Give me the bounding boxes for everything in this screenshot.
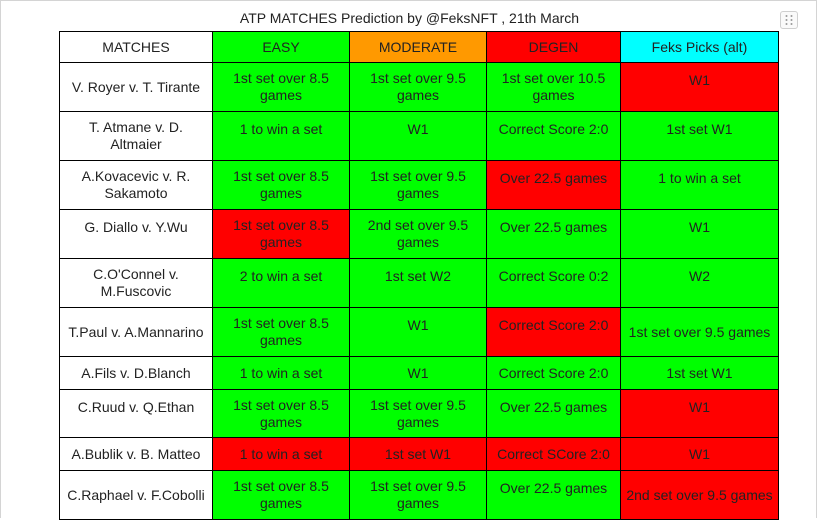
easy-cell[interactable]: 1st set over 8.5 games	[212, 389, 350, 438]
easy-cell[interactable]: 1 to win a set	[212, 437, 350, 471]
moderate-cell[interactable]: 1st set W1	[349, 437, 487, 471]
feks-pick-cell[interactable]: W1	[620, 389, 779, 438]
moderate-cell[interactable]: W1	[349, 307, 487, 357]
match-cell[interactable]: A.Fils v. D.Blanch	[59, 356, 213, 390]
moderate-cell[interactable]: 1st set over 9.5 games	[349, 389, 487, 438]
match-cell[interactable]: G. Diallo v. Y.Wu	[59, 209, 213, 259]
moderate-cell[interactable]: W1	[349, 356, 487, 390]
degen-cell[interactable]: Correct Score 2:0	[486, 356, 621, 390]
degen-cell[interactable]: Over 22.5 games	[486, 160, 621, 210]
header-feks-picks[interactable]: Feks Picks (alt)	[620, 31, 779, 63]
feks-pick-cell[interactable]: W2	[620, 258, 779, 308]
moderate-cell[interactable]: 1st set over 9.5 games	[349, 62, 487, 112]
table-row: C.Ruud v. Q.Ethan 1st set over 8.5 games…	[59, 389, 779, 438]
table-row: A.Fils v. D.Blanch 1 to win a set W1 Cor…	[59, 356, 779, 390]
predictions-table: MATCHES EASY MODERATE DEGEN Feks Picks (…	[59, 31, 779, 520]
header-moderate[interactable]: MODERATE	[349, 31, 487, 63]
degen-cell[interactable]: Over 22.5 games	[486, 209, 621, 259]
table-row: A.Kovacevic v. R. Sakamoto 1st set over …	[59, 160, 779, 210]
easy-cell[interactable]: 1st set over 8.5 games	[212, 470, 350, 520]
table-row: T. Atmane v. D. Altmaier 1 to win a set …	[59, 111, 779, 161]
feks-pick-cell[interactable]: W1	[620, 437, 779, 471]
table-row: C.Raphael v. F.Cobolli 1st set over 8.5 …	[59, 470, 779, 520]
moderate-cell[interactable]: W1	[349, 111, 487, 161]
moderate-cell[interactable]: 1st set W2	[349, 258, 487, 308]
table-row: G. Diallo v. Y.Wu 1st set over 8.5 games…	[59, 209, 779, 259]
degen-cell[interactable]: Over 22.5 games	[486, 470, 621, 520]
feks-pick-cell[interactable]: 1st set W1	[620, 111, 779, 161]
header-degen[interactable]: DEGEN	[486, 31, 621, 63]
drag-handle-icon[interactable]	[780, 11, 798, 29]
match-cell[interactable]: T. Atmane v. D. Altmaier	[59, 111, 213, 161]
match-cell[interactable]: A.Bublik v. B. Matteo	[59, 437, 213, 471]
header-matches[interactable]: MATCHES	[59, 31, 213, 63]
feks-pick-cell[interactable]: 1 to win a set	[620, 160, 779, 210]
easy-cell[interactable]: 1st set over 8.5 games	[212, 307, 350, 357]
degen-cell[interactable]: Correct Score 2:0	[486, 307, 621, 357]
degen-cell[interactable]: 1st set over 10.5 games	[486, 62, 621, 112]
moderate-cell[interactable]: 1st set over 9.5 games	[349, 160, 487, 210]
table-row: V. Royer v. T. Tirante 1st set over 8.5 …	[59, 62, 779, 112]
degen-cell[interactable]: Correct Score 0:2	[486, 258, 621, 308]
easy-cell[interactable]: 2 to win a set	[212, 258, 350, 308]
match-cell[interactable]: C.Ruud v. Q.Ethan	[59, 389, 213, 438]
easy-cell[interactable]: 1st set over 8.5 games	[212, 62, 350, 112]
easy-cell[interactable]: 1st set over 8.5 games	[212, 160, 350, 210]
match-cell[interactable]: C.O'Connel v. M.Fuscovic	[59, 258, 213, 308]
feks-pick-cell[interactable]: W1	[620, 209, 779, 259]
table-row: C.O'Connel v. M.Fuscovic 2 to win a set …	[59, 258, 779, 308]
degen-cell[interactable]: Over 22.5 games	[486, 389, 621, 438]
table-row: A.Bublik v. B. Matteo 1 to win a set 1st…	[59, 437, 779, 471]
easy-cell[interactable]: 1 to win a set	[212, 111, 350, 161]
degen-cell[interactable]: Correct Score 2:0	[486, 111, 621, 161]
easy-cell[interactable]: 1st set over 8.5 games	[212, 209, 350, 259]
header-row: MATCHES EASY MODERATE DEGEN Feks Picks (…	[59, 31, 779, 63]
feks-pick-cell[interactable]: 1st set W1	[620, 356, 779, 390]
header-easy[interactable]: EASY	[212, 31, 350, 63]
feks-pick-cell[interactable]: 1st set over 9.5 games	[620, 307, 779, 357]
moderate-cell[interactable]: 2nd set over 9.5 games	[349, 209, 487, 259]
page-title: ATP MATCHES Prediction by @FeksNFT , 21t…	[239, 10, 580, 26]
match-cell[interactable]: C.Raphael v. F.Cobolli	[59, 470, 213, 520]
degen-cell[interactable]: Correct SCore 2:0	[486, 437, 621, 471]
match-cell[interactable]: A.Kovacevic v. R. Sakamoto	[59, 160, 213, 210]
easy-cell[interactable]: 1 to win a set	[212, 356, 350, 390]
table-row: T.Paul v. A.Mannarino 1st set over 8.5 g…	[59, 307, 779, 357]
match-cell[interactable]: T.Paul v. A.Mannarino	[59, 307, 213, 357]
feks-pick-cell[interactable]: 2nd set over 9.5 games	[620, 470, 779, 520]
match-cell[interactable]: V. Royer v. T. Tirante	[59, 62, 213, 112]
feks-pick-cell[interactable]: W1	[620, 62, 779, 112]
moderate-cell[interactable]: 1st set over 9.5 games	[349, 470, 487, 520]
